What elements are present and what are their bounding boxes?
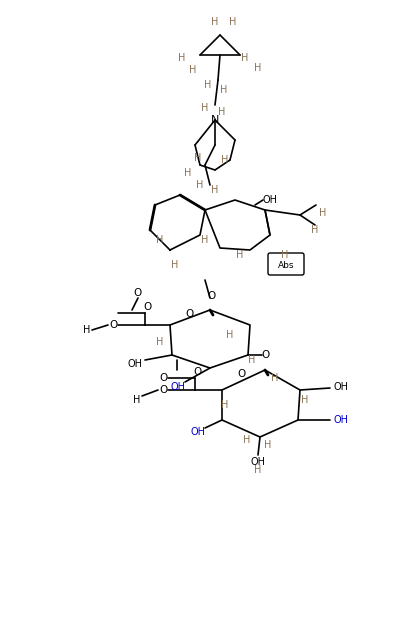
- Text: H: H: [271, 373, 279, 383]
- Text: H: H: [171, 260, 178, 270]
- Text: H: H: [241, 53, 249, 63]
- Text: O: O: [159, 385, 167, 395]
- Text: H: H: [204, 80, 212, 90]
- Text: H: H: [243, 435, 251, 445]
- Text: H: H: [218, 107, 226, 117]
- Text: H: H: [83, 325, 91, 335]
- Text: H: H: [178, 53, 186, 63]
- Text: O: O: [159, 373, 167, 383]
- Text: H: H: [201, 235, 209, 245]
- Text: OH: OH: [127, 359, 143, 369]
- Text: H: H: [220, 85, 228, 95]
- Text: H: H: [236, 250, 244, 260]
- Text: O: O: [186, 309, 194, 319]
- FancyBboxPatch shape: [268, 253, 304, 275]
- Text: H: H: [212, 17, 219, 27]
- Text: H: H: [156, 337, 164, 347]
- Text: Abs: Abs: [278, 261, 294, 270]
- Text: H: H: [301, 395, 308, 405]
- Text: H: H: [229, 17, 237, 27]
- Text: OH: OH: [191, 427, 206, 437]
- Text: H: H: [248, 355, 256, 365]
- Text: OH: OH: [250, 457, 265, 467]
- Text: H: H: [281, 250, 289, 260]
- Text: N: N: [211, 115, 219, 125]
- Text: O: O: [208, 291, 216, 301]
- Text: O: O: [193, 367, 201, 377]
- Text: H: H: [212, 185, 219, 195]
- Text: O: O: [143, 302, 151, 312]
- Text: OH: OH: [334, 415, 349, 425]
- Text: H: H: [221, 400, 229, 410]
- Text: H: H: [201, 103, 209, 113]
- Text: O: O: [134, 288, 142, 298]
- Text: H: H: [196, 180, 204, 190]
- Text: H: H: [254, 63, 262, 73]
- Text: H: H: [264, 440, 272, 450]
- Text: OH: OH: [263, 195, 278, 205]
- Text: H: H: [319, 208, 327, 218]
- Text: OH: OH: [171, 382, 186, 392]
- Text: H: H: [254, 465, 262, 475]
- Text: H: H: [184, 168, 192, 178]
- Text: H: H: [226, 330, 234, 340]
- Text: H: H: [133, 395, 141, 405]
- Text: H: H: [189, 65, 197, 75]
- Text: O: O: [261, 350, 269, 360]
- Text: H: H: [194, 153, 202, 163]
- Text: OH: OH: [334, 382, 349, 392]
- Text: H: H: [156, 235, 164, 245]
- Text: O: O: [238, 369, 246, 379]
- Text: H: H: [311, 225, 319, 235]
- Text: H: H: [221, 155, 229, 165]
- Text: O: O: [109, 320, 117, 330]
